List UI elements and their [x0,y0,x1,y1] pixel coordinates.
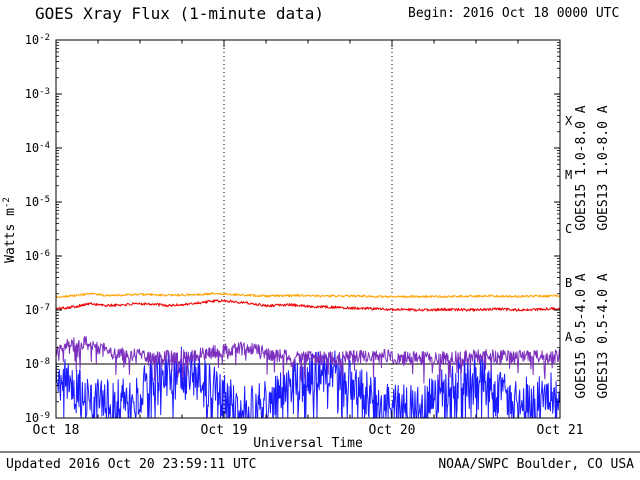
flare-class-label: B [565,276,572,290]
frame-layer [55,39,561,419]
series-line-goes13-1-0-8-0-a [55,292,561,299]
x-tick-label: Oct 18 [33,423,80,438]
y-tick-label: 10-8 [25,357,50,371]
y-tick-label: 10-6 [25,249,50,263]
legend-label-goes15-0-5-4-0-a: GOES15 0.5-4.0 A [574,273,589,398]
series-line-goes15-1-0-8-0-a [55,299,561,312]
y-tick-label: 10-9 [25,411,50,425]
updated-timestamp: Updated 2016 Oct 20 23:59:11 UTC [6,457,256,472]
y-tick-label: 10-5 [25,195,50,209]
legend-label-goes13-1-0-8-0-a: GOES13 1.0-8.0 A [596,105,611,230]
series-line-goes13-0-5-4-0-a [55,336,561,387]
series-line-goes15-0-5-4-0-a [55,346,561,419]
grid-layer [56,40,560,418]
y-tick-label: 10-2 [25,33,50,47]
legend-label-goes13-0-5-4-0-a: GOES13 0.5-4.0 A [596,273,611,398]
series-layer [55,292,561,419]
y-tick-label: 10-4 [25,141,50,155]
legend-label-goes15-1-0-8-0-a: GOES15 1.0-8.0 A [574,105,589,230]
x-axis-title: Universal Time [253,436,363,451]
chart-title: GOES Xray Flux (1-minute data) [35,4,324,23]
y-tick-label: 10-7 [25,303,50,317]
y-tick-label: 10-3 [25,87,50,101]
x-tick-label: Oct 20 [369,423,416,438]
flare-class-label: A [565,330,573,344]
y-axis-title: Watts m-2 [2,197,18,263]
begin-timestamp: Begin: 2016 Oct 18 0000 UTC [408,6,619,21]
flare-class-label: C [565,222,572,236]
flare-class-label: M [565,168,572,182]
x-tick-label: Oct 21 [537,423,584,438]
flare-class-label: X [565,114,573,128]
x-tick-label: Oct 19 [201,423,248,438]
credit-label: NOAA/SWPC Boulder, CO USA [438,457,634,472]
